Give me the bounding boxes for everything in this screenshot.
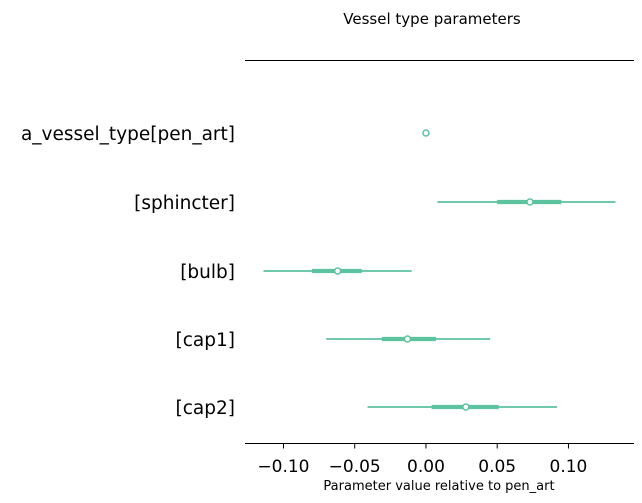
y-tick-label: [cap1] — [176, 330, 235, 351]
y-tick-label: [bulb] — [180, 262, 235, 283]
chart-marks: a_vessel_type[pen_art] [sphincter] [bulb] [… — [21, 124, 616, 477]
chart-title: Vessel type parameters — [343, 10, 521, 28]
y-tick-label: a_vessel_type[pen_art] — [21, 124, 235, 145]
mean-point — [526, 198, 534, 206]
y-tick-label: [sphincter] — [134, 193, 235, 214]
x-tick-label: 0.10 — [550, 457, 588, 477]
mean-point — [333, 267, 342, 275]
x-tick-label: −0.10 — [257, 457, 309, 477]
x-tick-label: 0.00 — [407, 457, 445, 477]
x-tick-label: 0.05 — [478, 457, 516, 477]
x-tick-label: −0.05 — [329, 457, 381, 477]
mean-point — [422, 129, 430, 137]
x-axis-label: Parameter value relative to pen_art — [323, 479, 554, 494]
mean-point — [462, 403, 470, 411]
y-tick-label: [cap2] — [176, 398, 235, 419]
mean-point — [403, 335, 412, 343]
